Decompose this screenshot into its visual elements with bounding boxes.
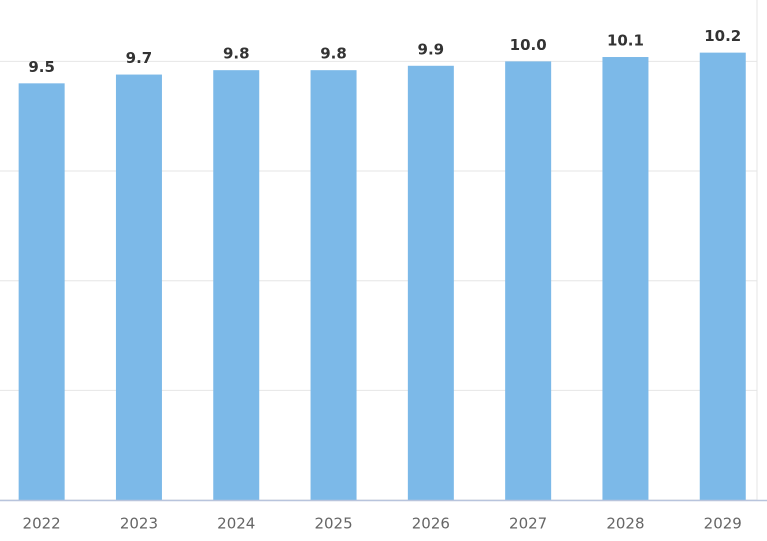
value-label: 10.1 <box>607 32 644 50</box>
value-label: 9.9 <box>418 40 445 58</box>
x-tick-label: 2026 <box>412 515 450 533</box>
bar <box>18 83 65 500</box>
x-tick-label: 2023 <box>120 515 158 533</box>
bar <box>505 61 552 501</box>
value-label: 9.8 <box>320 45 347 63</box>
bar <box>310 70 357 500</box>
bar <box>115 74 162 500</box>
value-label: 9.5 <box>28 58 55 76</box>
bar <box>407 65 454 500</box>
value-label: 9.7 <box>126 49 153 67</box>
bar <box>213 70 260 500</box>
value-label: 9.8 <box>223 45 250 63</box>
value-label: 10.0 <box>510 36 547 54</box>
bar <box>699 52 746 500</box>
x-tick-label: 2029 <box>704 515 742 533</box>
x-tick-label: 2028 <box>606 515 644 533</box>
x-tick-label: 2024 <box>217 515 255 533</box>
x-tick-label: 2027 <box>509 515 547 533</box>
x-tick-label: 2025 <box>314 515 352 533</box>
bar <box>602 57 649 500</box>
x-tick-label: 2022 <box>23 515 61 533</box>
value-label: 10.2 <box>704 27 741 45</box>
